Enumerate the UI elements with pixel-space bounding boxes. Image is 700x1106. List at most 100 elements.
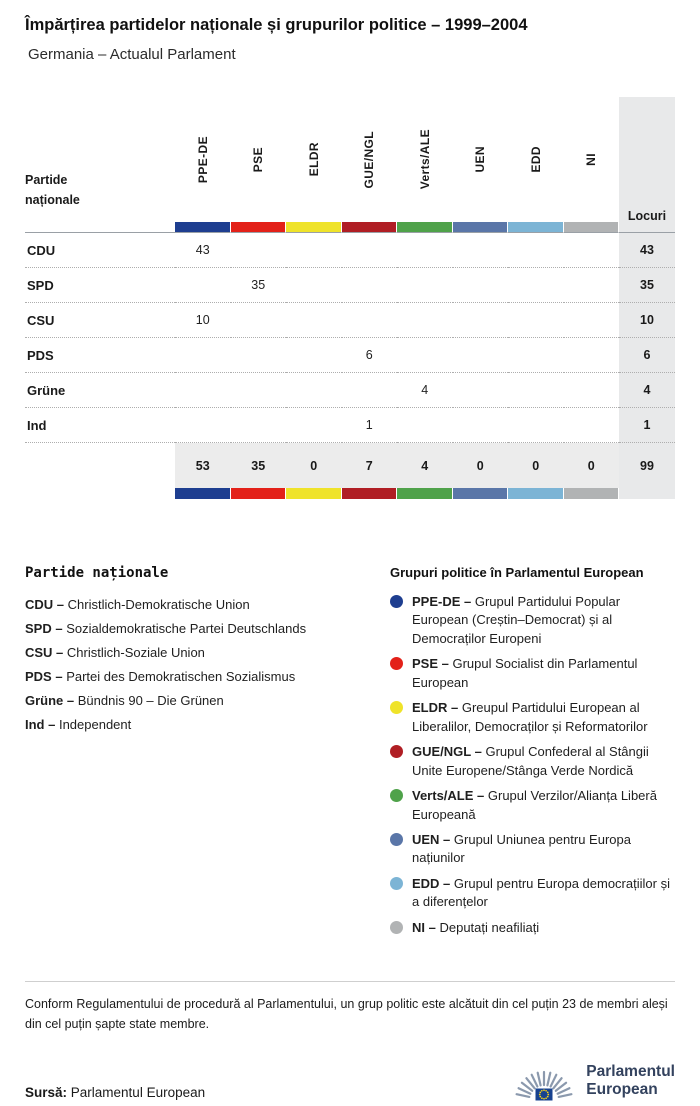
seat-value-cell (230, 233, 286, 268)
seat-value-cell (452, 373, 508, 408)
seat-value-cell (508, 338, 564, 373)
group-color-dot (390, 832, 403, 846)
party-legend-item: Grüne – Bündnis 90 – Die Grünen (25, 693, 224, 708)
seat-value-cell (175, 268, 231, 303)
party-legend-item: Ind – Independent (25, 717, 132, 732)
page-header: Împărțirea partidelor naționale și grupu… (25, 16, 675, 63)
party-name: Grüne (25, 373, 175, 408)
groups-legend: Grupuri politice în Parlamentul European… (390, 565, 675, 944)
group-legend-item: UEN – Grupul Uniunea pentru Europa națiu… (390, 831, 675, 868)
group-legend-item: NI – Deputați neafiliați (390, 919, 675, 937)
seat-value-cell (286, 338, 342, 373)
seat-value-cell (397, 338, 453, 373)
seats-column-header: Locuri (619, 97, 675, 233)
seat-value-cell (508, 268, 564, 303)
table-header-spacer (25, 222, 175, 233)
group-color-dot (390, 789, 403, 803)
totals-row-spacer (25, 443, 175, 488)
seat-value-cell (341, 268, 397, 303)
seat-value-cell (508, 373, 564, 408)
seat-value-cell (341, 303, 397, 338)
parties-legend-items: CDU – Christlich-Demokratische Union SPD … (25, 597, 390, 732)
source-line: Sursă: Parlamentul European (25, 1085, 205, 1106)
party-name: Ind (25, 408, 175, 443)
seat-value-cell (286, 303, 342, 338)
seat-value-cell (563, 338, 619, 373)
seat-value-cell: 4 (397, 373, 453, 408)
column-total: 53 (175, 443, 231, 488)
seat-value-cell (452, 303, 508, 338)
logo-line1: Parlamentul (586, 1063, 675, 1081)
corner-label-line1: Partide (25, 173, 68, 188)
row-seats-total: 1 (619, 408, 675, 443)
seat-value-cell (397, 303, 453, 338)
bottom-bar: Sursă: Parlamentul European Parlamentul … (25, 1056, 675, 1106)
column-total: 0 (286, 443, 342, 488)
seat-value-cell (508, 303, 564, 338)
group-color-bar (286, 222, 342, 233)
source-value: Parlamentul European (67, 1085, 206, 1100)
row-seats-total: 6 (619, 338, 675, 373)
group-color-dot (390, 876, 403, 890)
seat-value-cell (563, 373, 619, 408)
group-color-dot (390, 701, 403, 715)
group-color-bar (230, 488, 286, 499)
seat-value-cell (175, 408, 231, 443)
seat-value-cell (452, 233, 508, 268)
group-column-header: NI (564, 97, 620, 222)
seat-value-cell (341, 373, 397, 408)
group-column-label: PPE-DE (195, 135, 210, 184)
procedure-note: Conform Regulamentului de procedură al P… (25, 997, 668, 1031)
corner-label-line2: naționale (25, 192, 80, 207)
group-column-header: ELDR (286, 97, 342, 222)
group-color-bar (508, 222, 564, 233)
seat-value-cell (397, 233, 453, 268)
group-color-bar (452, 222, 508, 233)
seat-value-cell (452, 268, 508, 303)
party-name: CDU (25, 233, 175, 268)
group-color-bar (563, 488, 619, 499)
seat-value-cell: 1 (341, 408, 397, 443)
column-total: 7 (341, 443, 397, 488)
seat-value-cell (563, 268, 619, 303)
group-legend-item: ELDR – Greupul Partidului European al Li… (390, 699, 675, 736)
party-name: SPD (25, 268, 175, 303)
seat-value-cell (452, 338, 508, 373)
seat-value-cell (230, 408, 286, 443)
seat-value-cell (397, 268, 453, 303)
row-seats-total: 10 (619, 303, 675, 338)
groups-legend-title: Grupuri politice în Parlamentul European (390, 565, 644, 580)
seat-value-cell (452, 408, 508, 443)
seat-value-cell (175, 373, 231, 408)
party-legend-item: SPD – Sozialdemokratische Partei Deutsch… (25, 621, 307, 636)
group-color-bar (341, 488, 397, 499)
seat-value-cell (508, 233, 564, 268)
group-legend-item: EDD – Grupul pentru Europa democrațiilor… (390, 875, 675, 912)
column-total: 0 (563, 443, 619, 488)
party-legend-item: PDS – Partei des Demokratischen Sozialis… (25, 669, 296, 684)
seat-value-cell (341, 233, 397, 268)
seat-value-cell (230, 338, 286, 373)
group-color-bar (341, 222, 397, 233)
row-seats-total: 4 (619, 373, 675, 408)
seat-value-cell (286, 373, 342, 408)
page-subtitle: Germania – Actualul Parlament (28, 46, 236, 63)
group-color-dot (390, 657, 403, 671)
seat-value-cell: 35 (230, 268, 286, 303)
column-total: 0 (452, 443, 508, 488)
seat-value-cell (230, 373, 286, 408)
group-color-bar (286, 488, 342, 499)
group-column-header: EDD (508, 97, 564, 222)
group-color-dot (390, 920, 403, 934)
logo-line2: European (586, 1081, 658, 1098)
column-total: 35 (230, 443, 286, 488)
group-legend-item: GUE/NGL – Grupul Confederal al Stângii U… (390, 743, 675, 780)
group-column-label: PSE (251, 146, 266, 173)
page-title: Împărțirea partidelor naționale și grupu… (25, 16, 528, 34)
grand-total-seats: 99 (619, 443, 675, 488)
seat-value-cell (286, 268, 342, 303)
footer-note-section: Conform Regulamentului de procedură al P… (25, 981, 675, 1034)
group-column-header: PSE (231, 97, 287, 222)
seat-value-cell (563, 233, 619, 268)
group-color-bar (397, 488, 453, 499)
